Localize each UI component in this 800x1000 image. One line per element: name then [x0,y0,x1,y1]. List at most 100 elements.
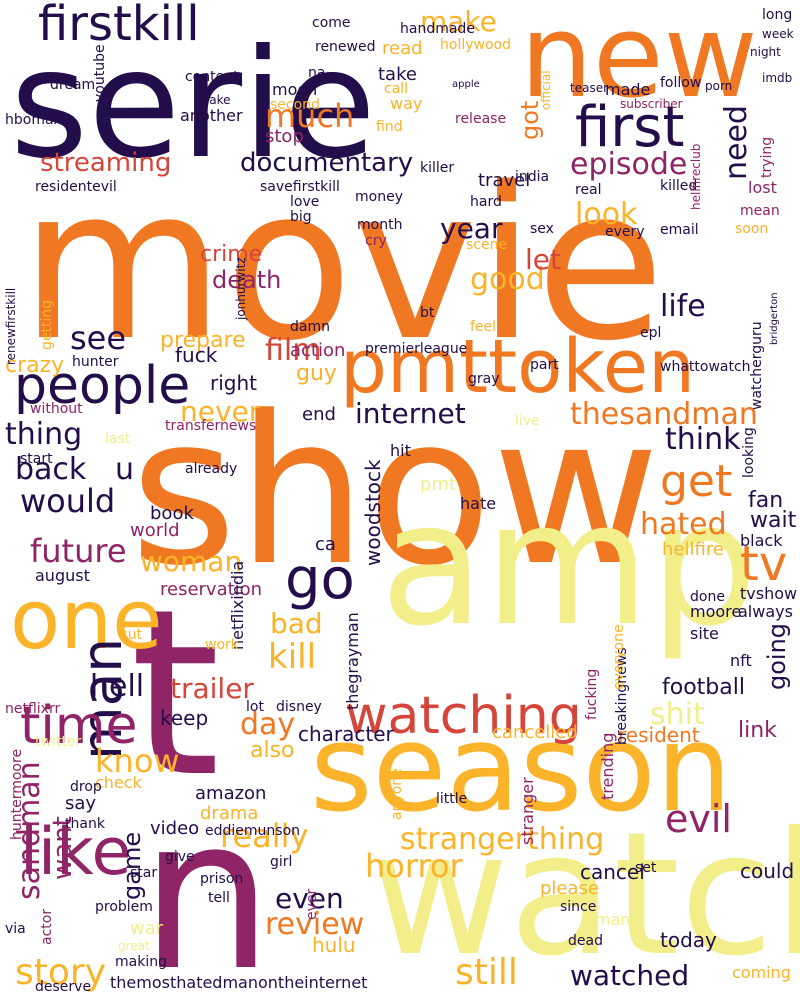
word-hbomax: hbomax [5,112,62,128]
word-resident: resident [618,723,700,747]
word-stop: stop [265,126,304,147]
word-last: last [105,431,131,447]
word-watch: watch [370,796,800,994]
word-work: work [205,637,239,653]
word-end: end [302,404,336,425]
word-like: like [20,815,132,890]
word-feel: feel [470,319,497,335]
word-release: release [455,111,507,127]
word-time: time [20,696,138,756]
word-india: india [515,169,550,185]
word-huntermoore: huntermoore [9,748,25,840]
word-girl: girl [270,854,293,870]
word-watching: watching [345,686,582,746]
word-jonhurwitz: jonhurwitz [234,257,248,320]
word-renewfirstkill: renewfirstkill [4,287,18,365]
word-made: made [605,80,651,99]
word-character: character [298,722,394,746]
word-firstkill: firstkill [38,0,200,52]
word-themosthatedmanontheinternet: themosthatedmanontheinternet [110,973,368,992]
word-renewed: renewed [315,39,376,55]
word-first: first [575,95,685,160]
word-black: black [740,531,783,550]
word-please: please [540,878,599,899]
word-film: film [265,333,322,368]
word-episode: episode [570,147,688,182]
word-mean: mean [740,203,780,219]
word-ca: ca [315,534,336,555]
word-world: world [130,520,180,541]
word-little: little [436,791,468,807]
word-even: even [275,882,344,915]
word-hellfireclub: hellfireclub [689,143,703,210]
word-already: already [185,461,238,477]
word-right: right [210,371,257,395]
word-strangerthing: strangerthing [400,822,605,857]
word-damn: damn [290,319,330,335]
word-amazon: amazon [195,783,267,804]
word-scene: scene [466,237,508,253]
word-official: official [539,70,553,110]
word-t: t [130,561,221,828]
word-pmttoken: pmttoken [340,324,696,410]
word-fucking: fucking [584,668,600,720]
word-still: still [455,952,518,993]
word-subscriber: subscriber [620,97,683,111]
word-youtube: youtube [92,44,108,102]
word-day: day [240,707,296,742]
word-thesandman: thesandman [570,397,758,432]
word-keep: keep [160,706,209,730]
word-season: season [310,700,732,839]
word-since: since [560,899,597,915]
word-drop: drop [70,779,102,795]
word-via: via [5,921,26,937]
word-today: today [660,928,717,952]
word-site: site [690,624,719,643]
word-shit: shit [650,697,705,732]
word-kill: kill [268,637,317,677]
word-many: many [595,910,640,929]
word-bt: bt [420,305,435,321]
word-movie: movie [20,142,665,387]
word-second: second [270,97,320,113]
word-dream: dream [50,77,96,93]
word-hellfire: hellfire [662,539,724,560]
word-watcherguru: watcherguru [749,321,765,410]
word-imdb: imdb [762,71,793,85]
word-tvshow: tvshow [740,584,798,603]
word-fake: fake [205,93,231,107]
word-say: say [65,793,97,814]
word-back: back [15,452,87,487]
word-war: war [130,918,164,939]
word-hollywood: hollywood [440,37,511,53]
word-much: much [265,97,355,135]
word-killed: killed [660,178,698,194]
word-go: go [285,547,355,612]
word-anyone: anyone [389,768,405,820]
word-actor: actor [39,908,55,945]
word-live: live [515,413,540,429]
word-read: read [382,38,423,59]
word-know: know [95,742,180,780]
word-august: august [35,566,90,585]
word-woman: woman [140,545,243,578]
word-serie: serie [10,18,377,192]
word-real: real [575,182,602,198]
word-internet: internet [355,397,466,430]
word-way: way [390,94,423,113]
word-would: would [20,482,116,520]
word-cancelled: cancelled [492,722,578,743]
word-make: make [420,5,497,38]
word-pmt: pmt [420,474,457,495]
word-stranger: stranger [518,777,537,845]
word-story: story [15,952,107,993]
word-savefirstkill: savefirstkill [260,179,340,195]
word-reservation: reservation [160,579,263,600]
word-need: need [719,105,754,180]
word-soon: soon [735,221,769,237]
word-transfernews: transfernews [165,418,257,434]
word-thing: thing [5,417,83,452]
word-see: see [70,319,127,357]
word-streaming: streaming [40,148,172,178]
word-prison: prison [200,871,244,887]
